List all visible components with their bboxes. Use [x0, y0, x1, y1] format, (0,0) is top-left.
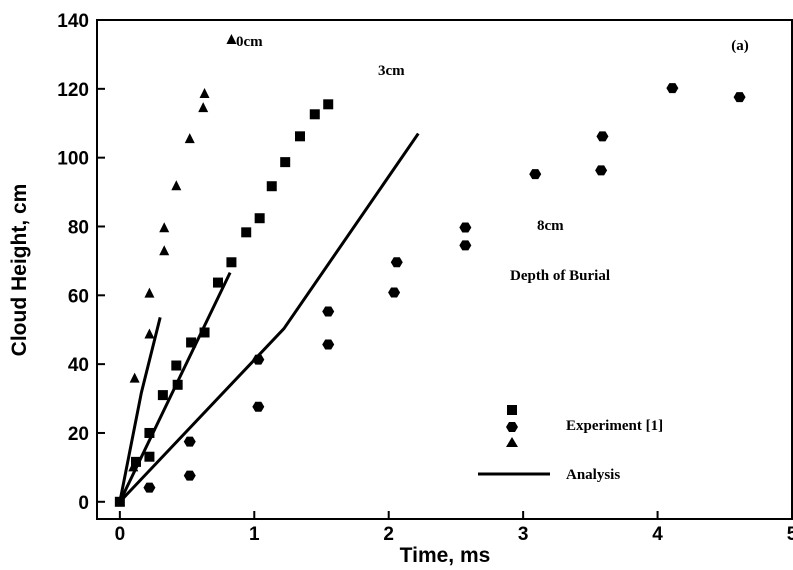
- legend-triangle: [506, 437, 518, 447]
- y-tick-label: 120: [57, 80, 89, 101]
- series-label: 0cm: [236, 34, 263, 50]
- data-point: [144, 328, 155, 339]
- y-tick-label: 80: [68, 217, 89, 238]
- data-point: [159, 245, 170, 256]
- x-tick-label: 4: [652, 524, 663, 545]
- data-point: [241, 227, 252, 238]
- x-tick-label: 2: [383, 524, 394, 545]
- plot-frame: [96, 19, 793, 520]
- data-point: [157, 390, 168, 401]
- data-point: [172, 379, 183, 390]
- data-point: [309, 109, 320, 120]
- data-point: [114, 496, 125, 507]
- legend-label: Analysis: [566, 467, 620, 483]
- data-point: [226, 257, 237, 268]
- y-axis-title: Cloud Height, cm: [8, 184, 31, 357]
- data-point: [144, 287, 155, 298]
- data-point: [294, 131, 305, 142]
- y-tick-label: 0: [78, 493, 89, 514]
- data-point: [143, 482, 156, 493]
- analysis-line: [118, 132, 420, 503]
- y-tick-label: 40: [68, 355, 89, 376]
- legend-label: Experiment [1]: [566, 418, 663, 434]
- data-point: [266, 181, 277, 192]
- data-point: [252, 354, 265, 365]
- data-point: [323, 99, 334, 110]
- data-point: [159, 222, 170, 233]
- data-point: [186, 337, 197, 348]
- x-tick-label: 3: [518, 524, 529, 545]
- x-tick-label: 5: [787, 524, 793, 545]
- y-tick-label: 20: [68, 424, 89, 445]
- data-point: [529, 169, 542, 180]
- data-point: [322, 339, 335, 350]
- y-tick-label: 140: [57, 11, 89, 32]
- x-tick-label: 0: [115, 524, 126, 545]
- data-point: [130, 456, 141, 467]
- data-point: [184, 133, 195, 144]
- data-point: [390, 257, 403, 268]
- data-point: [129, 372, 140, 383]
- data-point: [596, 131, 609, 142]
- data-point: [144, 427, 155, 438]
- data-point: [226, 33, 237, 44]
- x-axis-title: Time, ms: [400, 544, 491, 567]
- data-point: [198, 102, 209, 113]
- legend: Experiment [1] Analysis: [478, 405, 663, 483]
- data-point: [733, 92, 746, 103]
- data-point: [183, 436, 196, 447]
- data-point: [322, 306, 335, 317]
- data-point: [254, 213, 265, 224]
- x-tick-label: 1: [249, 524, 260, 545]
- data-point: [459, 240, 472, 251]
- series-label: 8cm: [537, 218, 564, 234]
- data-point: [459, 222, 472, 233]
- analysis-line: [118, 316, 162, 503]
- data-point: [183, 470, 196, 481]
- data-point: [280, 157, 291, 168]
- y-tick-label: 100: [57, 149, 89, 170]
- y-tick-label: 60: [68, 286, 89, 307]
- annotation: Depth of Burial: [510, 268, 610, 284]
- data-point: [666, 83, 679, 94]
- data-point: [388, 287, 401, 298]
- data-point: [212, 277, 223, 288]
- data-point: [199, 327, 210, 338]
- legend-square: [507, 405, 517, 415]
- panel-label: (a): [731, 38, 749, 54]
- series-label: 3cm: [378, 63, 405, 79]
- data-point: [171, 180, 182, 191]
- data-point: [199, 87, 210, 98]
- data-point: [144, 451, 155, 462]
- data-point: [595, 165, 608, 176]
- legend-hexagon: [506, 422, 518, 432]
- data-point: [252, 401, 265, 412]
- data-point: [171, 360, 182, 371]
